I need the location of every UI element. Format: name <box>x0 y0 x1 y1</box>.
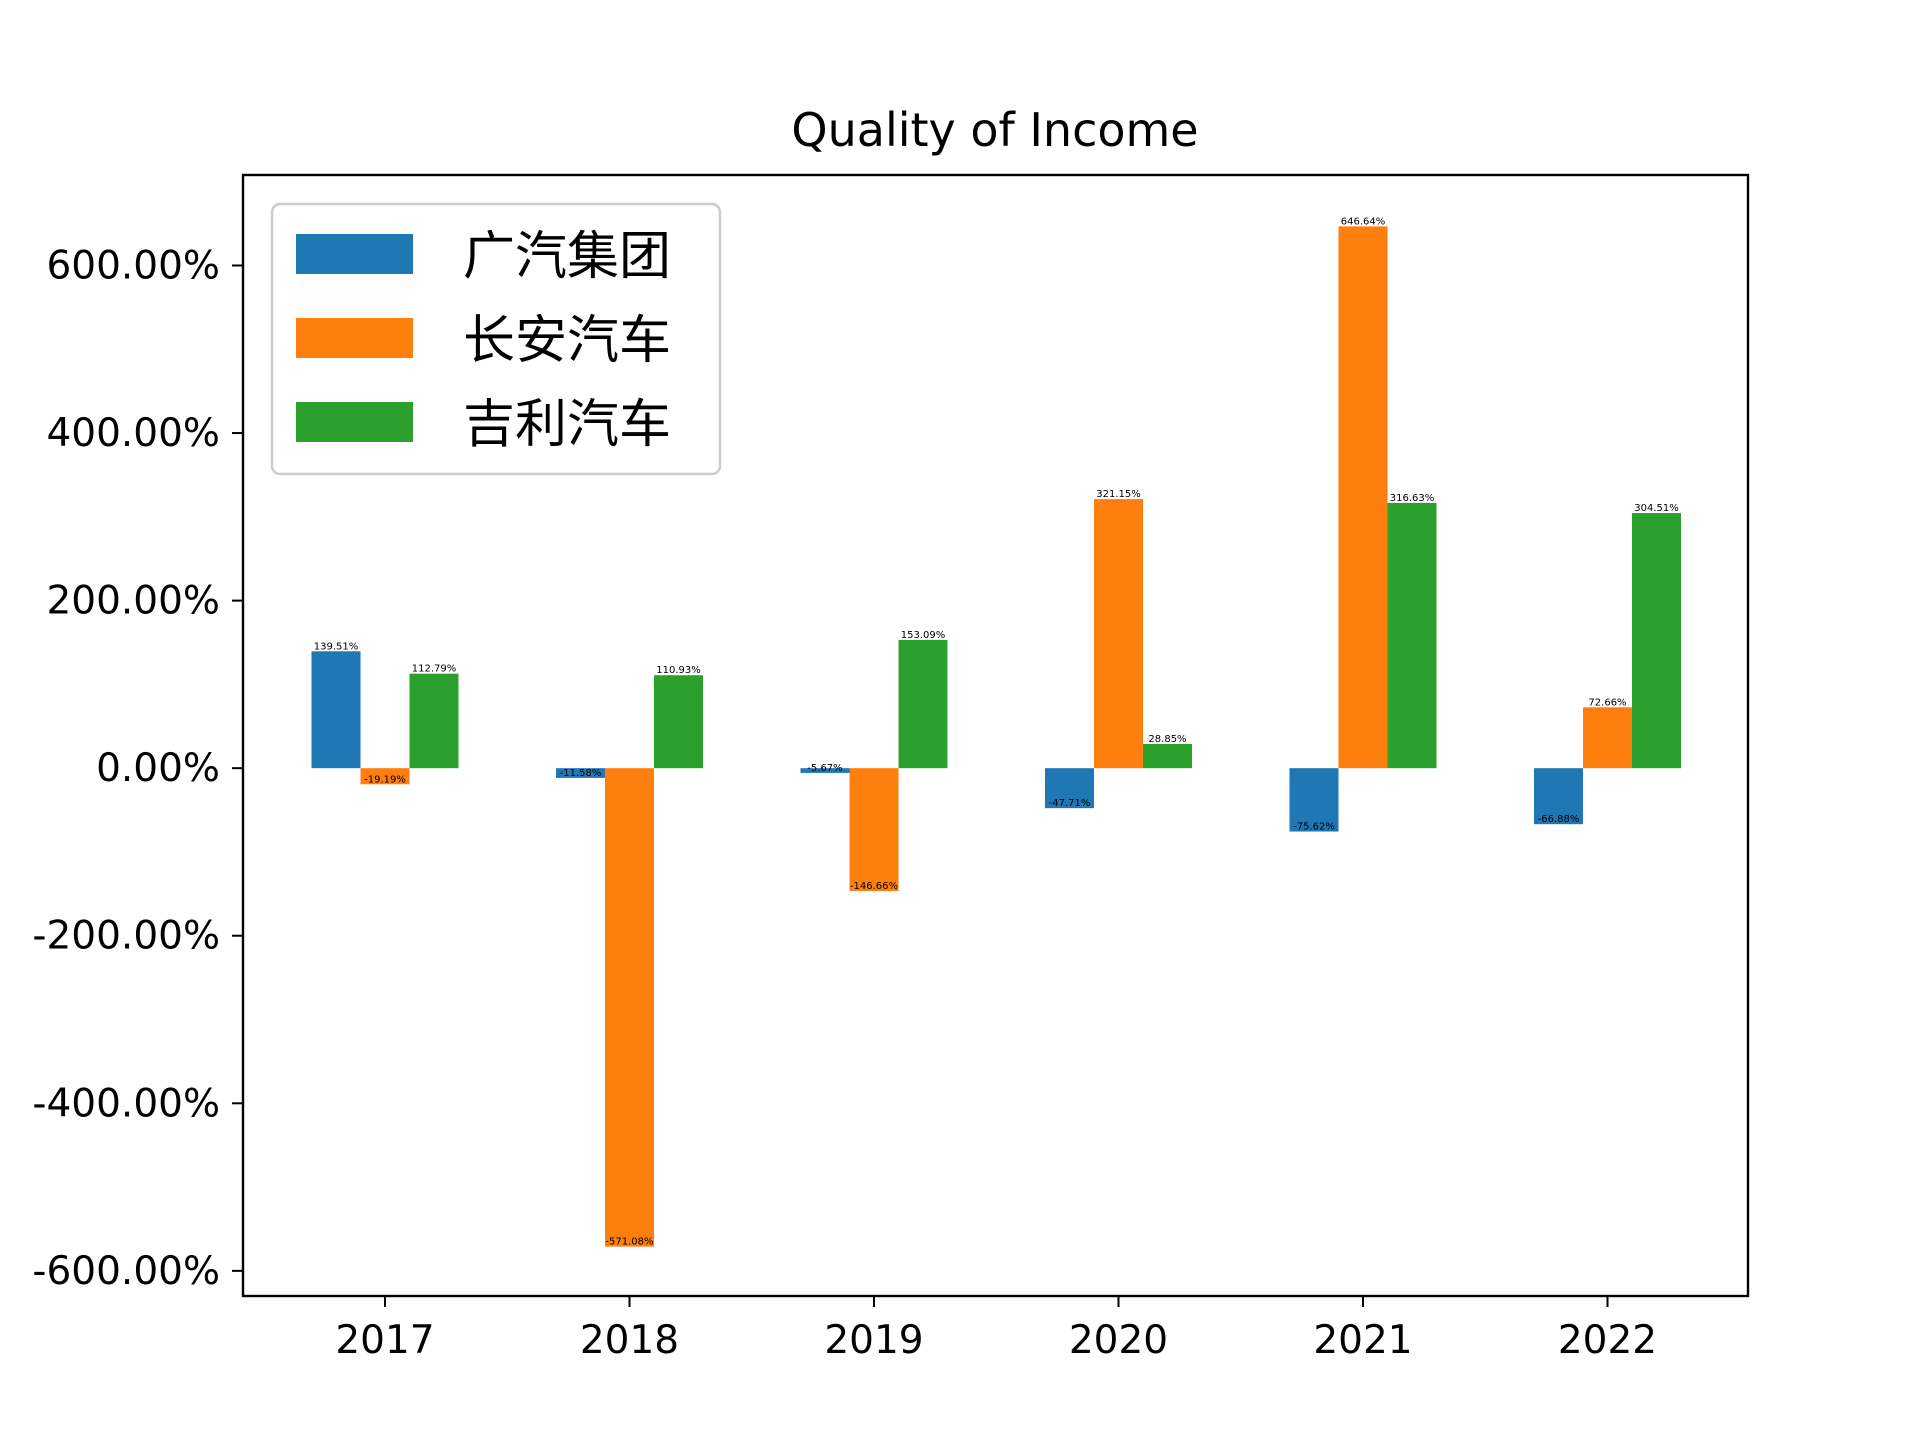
data-label-2021-series-3: 316.63% <box>1390 493 1435 504</box>
bar-2018-series-2 <box>605 768 654 1247</box>
y-tick-label: 600.00% <box>46 243 220 288</box>
data-label-2018-series-1: -11.58% <box>560 768 602 779</box>
y-tick-label: 200.00% <box>46 579 220 624</box>
legend-swatch-series-3 <box>296 402 413 442</box>
y-tick-label: 400.00% <box>46 411 220 456</box>
y-tick-label: -200.00% <box>32 914 220 959</box>
data-label-2022-series-2: 72.66% <box>1588 697 1626 708</box>
bar-2022-series-1 <box>1534 768 1583 825</box>
data-label-2022-series-1: -66.88% <box>1538 814 1580 825</box>
bar-2022-series-2 <box>1583 707 1632 769</box>
bar-2020-series-3 <box>1143 744 1192 769</box>
bar-2021-series-2 <box>1338 226 1388 769</box>
bar-2017-series-2 <box>360 768 410 785</box>
legend-label-series-1: 广汽集团 <box>463 227 671 287</box>
data-label-2021-series-2: 646.64% <box>1341 216 1386 227</box>
x-tick-label: 2019 <box>824 1318 923 1363</box>
data-label-2019-series-1: -5.67% <box>807 763 842 774</box>
y-axis: -600.00% -400.00% -200.00% 0.00% 200.00% 400.… <box>32 243 243 1294</box>
bar-2019-series-2 <box>849 768 899 892</box>
data-label-2020-series-1: -47.71% <box>1049 798 1091 809</box>
bar-2018-series-1 <box>556 768 605 778</box>
y-tick-label: -600.00% <box>32 1249 220 1294</box>
data-labels-layer: 139.51% -11.58% -5.67% -47.71% -75.62% -66.88… <box>314 216 1679 1247</box>
legend-label-series-2: 长安汽车 <box>463 311 671 371</box>
x-tick-label: 2020 <box>1069 1318 1168 1363</box>
data-label-2022-series-3: 304.51% <box>1634 503 1679 514</box>
y-tick-label: -400.00% <box>32 1081 220 1126</box>
legend-label-series-3: 吉利汽车 <box>463 395 671 455</box>
x-tick-label: 2021 <box>1313 1318 1412 1363</box>
data-label-2018-series-3: 110.93% <box>656 665 701 676</box>
data-label-2021-series-1: -75.62% <box>1293 822 1335 833</box>
plot-frame <box>241 173 1750 1298</box>
data-label-2017-series-2: -19.19% <box>364 774 406 785</box>
bar-2017-series-3 <box>409 673 459 769</box>
bar-2019-series-3 <box>898 639 948 769</box>
data-label-2017-series-1: 139.51% <box>314 641 359 652</box>
bars-layer <box>311 226 1681 1247</box>
data-label-2020-series-3: 28.85% <box>1148 734 1186 745</box>
x-tick-label: 2017 <box>335 1318 434 1363</box>
bar-2022-series-3 <box>1632 513 1681 769</box>
bar-2021-series-3 <box>1387 502 1437 769</box>
bar-2020-series-2 <box>1094 499 1143 769</box>
x-tick-label: 2022 <box>1558 1318 1657 1363</box>
x-tick-label: 2018 <box>580 1318 679 1363</box>
bar-2020-series-1 <box>1045 768 1094 809</box>
data-label-2019-series-2: -146.66% <box>850 881 898 892</box>
data-label-2020-series-2: 321.15% <box>1096 489 1141 500</box>
bar-2018-series-3 <box>654 675 703 769</box>
bar-2019-series-1 <box>800 768 850 773</box>
data-label-2017-series-3: 112.79% <box>412 664 457 675</box>
legend-swatch-series-2 <box>296 318 413 358</box>
bar-2017-series-1 <box>311 651 361 769</box>
chart-title: Quality of Income <box>791 103 1198 157</box>
bar-2021-series-1 <box>1289 768 1339 832</box>
legend-swatch-series-1 <box>296 234 413 274</box>
x-axis: 2017 2018 2019 2020 2021 2022 <box>335 1296 1657 1363</box>
data-label-2018-series-2: -571.08% <box>605 1237 653 1248</box>
data-label-2019-series-3: 153.09% <box>901 630 946 641</box>
y-tick-label: 0.00% <box>96 746 220 791</box>
